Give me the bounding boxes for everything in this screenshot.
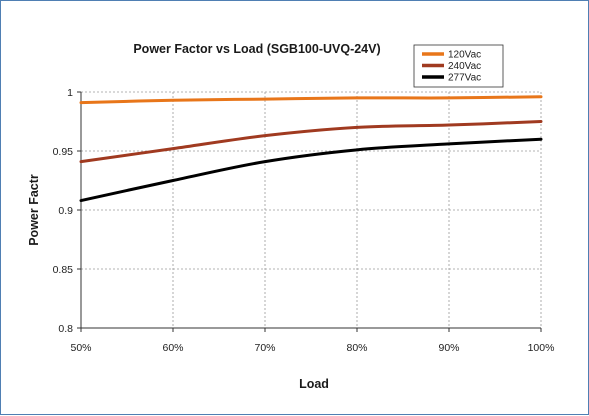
x-tick-label: 70%	[254, 342, 275, 354]
x-axis-label: Load	[299, 377, 329, 391]
tick-labels: 0.8 0.85 0.9 0.95 1 50% 60% 70% 80% 90% 100%	[53, 87, 555, 354]
y-axis-label: Power Factr	[27, 174, 41, 246]
y-tick-label: 0.85	[53, 264, 74, 276]
series-line-277vac	[79, 137, 543, 203]
chart-title: Power Factor vs Load (SGB100-UVQ-24V)	[133, 42, 380, 56]
series-line-120vac	[79, 95, 543, 105]
axes	[77, 91, 542, 332]
x-tick-label: 100%	[528, 342, 555, 354]
y-tick-label: 0.9	[58, 205, 73, 217]
series-line-240vac	[79, 120, 543, 164]
legend-label: 120Vac	[448, 50, 481, 61]
y-tick-label: 1	[67, 87, 73, 99]
y-tick-label: 0.8	[58, 323, 73, 335]
x-tick-label: 90%	[438, 342, 459, 354]
legend-label: 240Vac	[448, 61, 481, 72]
series-group	[79, 95, 543, 203]
legend-label: 277Vac	[448, 73, 481, 84]
x-tick-label: 50%	[70, 342, 91, 354]
x-tick-label: 80%	[346, 342, 367, 354]
x-tick-label: 60%	[162, 342, 183, 354]
y-tick-label: 0.95	[53, 146, 74, 158]
